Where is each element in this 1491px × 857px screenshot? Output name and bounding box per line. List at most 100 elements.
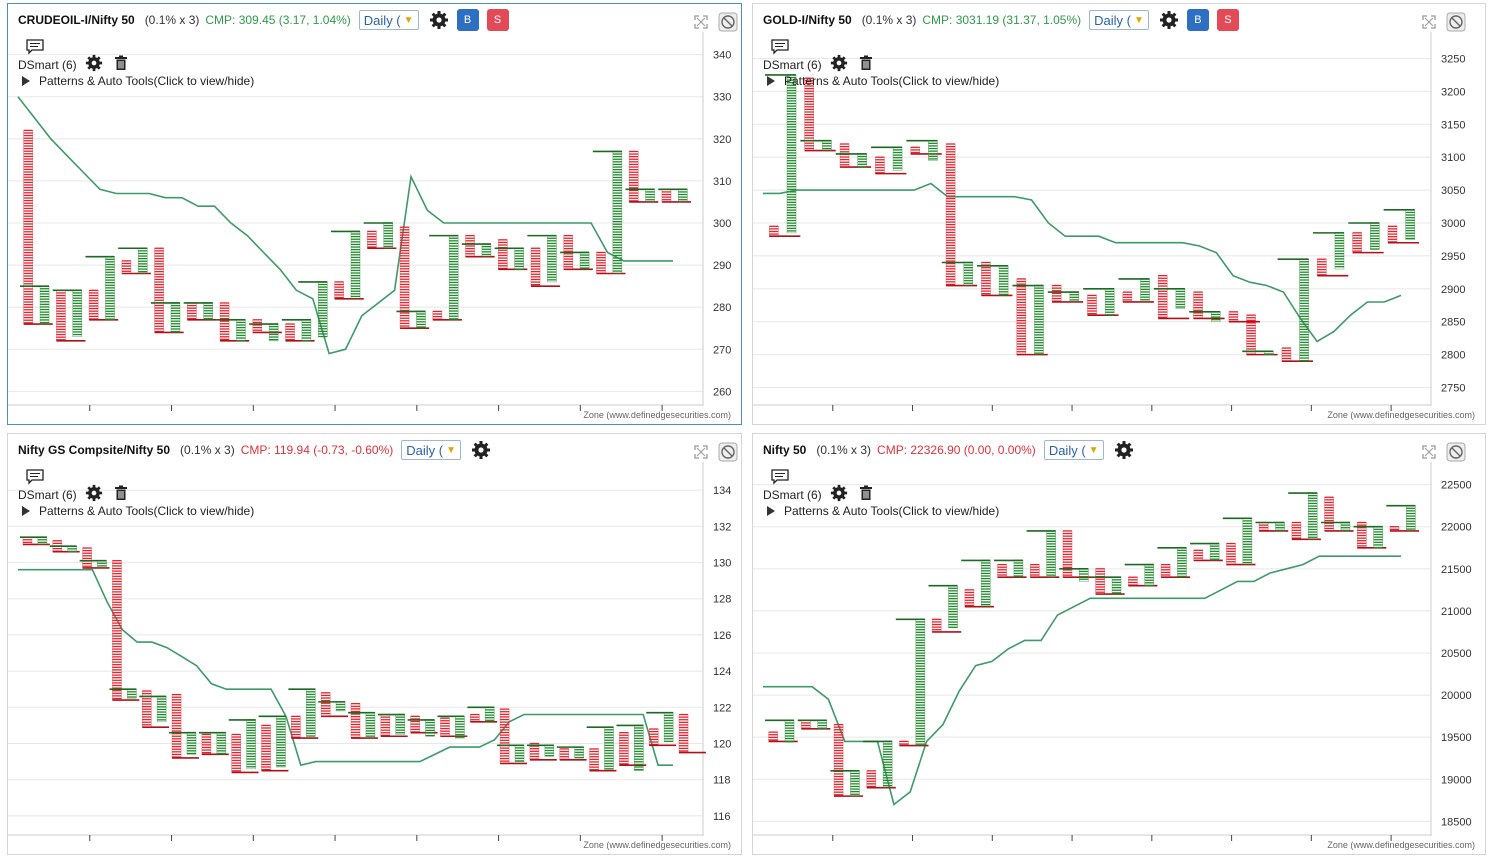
x-column (305, 688, 316, 737)
x-column (547, 234, 557, 283)
chevron-down-icon: ▼ (1088, 444, 1099, 456)
trash-icon[interactable] (113, 55, 139, 74)
o-column (1316, 258, 1327, 276)
buy-button[interactable]: B (1186, 9, 1209, 31)
o-column (866, 770, 877, 788)
y-tick-label: 340 (713, 50, 731, 62)
gear-icon[interactable] (85, 54, 113, 75)
y-tick-label: 116 (713, 811, 731, 823)
y-tick-label: 270 (713, 344, 731, 356)
gear-icon[interactable] (85, 484, 113, 505)
x-column (335, 701, 346, 712)
o-column (410, 715, 420, 733)
o-column (1160, 563, 1171, 578)
x-column (915, 618, 926, 746)
expand-icon[interactable] (1422, 445, 1436, 464)
trash-icon[interactable] (858, 485, 884, 504)
o-column (801, 719, 811, 730)
comment-icon[interactable] (26, 469, 44, 490)
timeframe-dropdown[interactable]: Daily (▼ (401, 440, 461, 460)
x-column (317, 281, 328, 338)
trash-icon[interactable] (858, 55, 884, 74)
no-chart-icon[interactable] (718, 442, 738, 467)
patterns-toggle[interactable]: Patterns & Auto Tools(Click to view/hide… (767, 74, 999, 88)
o-column (559, 748, 570, 761)
x-column (67, 545, 77, 553)
timeframe-dropdown[interactable]: Daily (▼ (1089, 10, 1149, 30)
gear-icon[interactable] (1159, 10, 1179, 30)
y-tick-label: 300 (713, 218, 731, 230)
y-tick-label: 2950 (1441, 251, 1465, 263)
patterns-toggle[interactable]: Patterns & Auto Tools(Click to view/hide… (767, 504, 999, 518)
expand-icon[interactable] (694, 15, 708, 34)
x-column (963, 261, 974, 286)
gear-icon[interactable] (830, 484, 858, 505)
gear-icon[interactable] (1114, 440, 1134, 460)
gear-icon[interactable] (429, 10, 449, 30)
zone-label: Zone (www.definedgesecurities.com) (1327, 410, 1475, 420)
y-tick-label: 330 (713, 92, 731, 104)
comment-icon[interactable] (771, 469, 789, 490)
y-tick-label: 22500 (1441, 480, 1472, 492)
chart-panel-1[interactable]: 260 270 280 290 300 310 320 330 340 CRUDEOIL-I/Ni… (7, 3, 742, 425)
o-column (589, 748, 599, 771)
o-column (432, 310, 443, 321)
x-column (1079, 568, 1089, 582)
sell-button[interactable]: S (1216, 9, 1239, 31)
sell-button[interactable]: S (486, 9, 509, 31)
comment-icon[interactable] (26, 39, 44, 60)
chart-panel-4[interactable]: 18500 19000 19500 20000 20500 21000 21500 22000… (752, 433, 1486, 855)
o-column (285, 323, 295, 342)
y-tick-label: 22000 (1441, 522, 1472, 534)
comment-icon[interactable] (771, 39, 789, 60)
patterns-label: Patterns & Auto Tools(Click to view/hide… (784, 504, 1000, 518)
trail-line (18, 568, 673, 767)
y-tick-label: 20500 (1441, 648, 1472, 660)
x-column (1175, 288, 1186, 309)
x-column (186, 731, 197, 755)
gear-icon[interactable] (830, 54, 858, 75)
gear-icon[interactable] (471, 440, 491, 460)
x-column (574, 746, 584, 759)
x-column (1210, 311, 1221, 323)
expand-icon[interactable] (694, 445, 708, 464)
x-column (980, 559, 991, 607)
chart-panel-3[interactable]: 116 118 120 122 124 126 128 130 132 134 Nifty GS C… (7, 433, 742, 855)
buy-button[interactable]: B (456, 9, 479, 31)
x-column (395, 713, 406, 735)
x-column (37, 536, 48, 545)
expand-icon[interactable] (1422, 15, 1436, 34)
no-chart-icon[interactable] (718, 12, 738, 37)
o-column (1029, 563, 1040, 578)
o-column (252, 319, 263, 333)
o-column (833, 723, 844, 797)
o-column (469, 713, 480, 723)
no-chart-icon[interactable] (1446, 442, 1466, 467)
no-chart-icon[interactable] (1446, 12, 1466, 37)
panel-header: Nifty 50 (0.1% x 3) CMP: 22326.90 (0.00, 0… (763, 439, 1142, 461)
y-tick-label: 3000 (1441, 218, 1465, 230)
x-column (1307, 492, 1318, 540)
patterns-toggle[interactable]: Patterns & Auto Tools(Click to view/hide… (22, 74, 254, 88)
panel-header: Nifty GS Compsite/Nifty 50 (0.1% x 3) CMP:… (18, 439, 499, 461)
o-column (1193, 291, 1203, 319)
x-column (817, 719, 828, 730)
timeframe-dropdown[interactable]: Daily (▼ (1043, 440, 1104, 460)
y-tick-label: 290 (713, 260, 731, 272)
x-column (857, 153, 868, 168)
y-tick-label: 2750 (1441, 383, 1465, 395)
patterns-toggle[interactable]: Patterns & Auto Tools(Click to view/hide… (22, 504, 254, 518)
o-column (981, 261, 991, 296)
box-multiplier: (0.1% x 3) (144, 13, 200, 27)
chevron-down-icon: ▼ (403, 14, 414, 26)
o-column (440, 717, 450, 737)
trash-icon[interactable] (113, 485, 139, 504)
timeframe-label: Daily ( (1048, 442, 1086, 458)
chart-panel-2[interactable]: 2750 2800 2850 2900 2950 3000 3050 3100 3150 3200… (752, 3, 1486, 425)
x-column (1144, 563, 1155, 587)
o-column (619, 731, 629, 766)
o-column (1352, 232, 1362, 253)
timeframe-dropdown[interactable]: Daily (▼ (358, 10, 419, 30)
y-tick-label: 124 (713, 666, 731, 678)
x-column (1242, 517, 1253, 565)
